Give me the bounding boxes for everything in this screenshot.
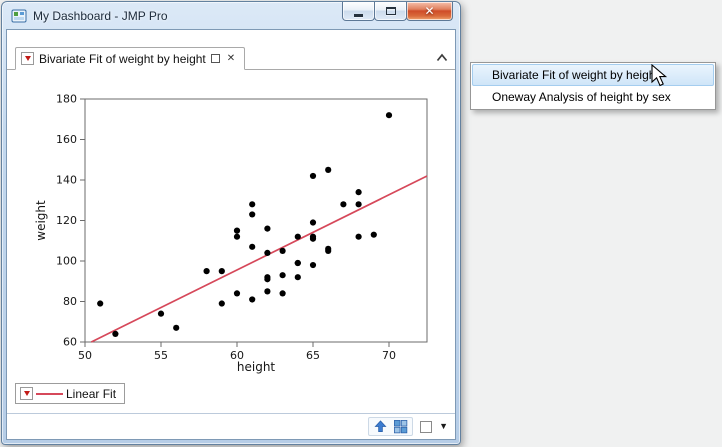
svg-text:weight: weight xyxy=(34,200,48,241)
svg-text:160: 160 xyxy=(56,133,77,146)
status-tool-group xyxy=(368,417,414,436)
svg-text:120: 120 xyxy=(56,214,77,227)
close-button[interactable]: ✕ xyxy=(406,2,453,21)
status-bar: ▼ xyxy=(7,413,455,439)
close-icon: ✕ xyxy=(424,4,435,18)
svg-text:60: 60 xyxy=(230,349,244,362)
legend-label: Linear Fit xyxy=(66,386,117,401)
svg-text:180: 180 xyxy=(56,93,77,106)
minimize-icon xyxy=(354,13,363,17)
svg-text:55: 55 xyxy=(154,349,168,362)
tab-label: Bivariate Fit of weight by height xyxy=(39,51,206,66)
tab-bivariate-fit[interactable]: Bivariate Fit of weight by height ✕ xyxy=(15,47,246,70)
client-area: Bivariate Fit of weight by height ✕ 50 55… xyxy=(6,29,456,440)
scatter-plot: 50 55 60 65 70 60 80 100 120 140 160 180 height weigh… xyxy=(34,93,428,374)
linear-fit-legend: Linear Fit xyxy=(15,383,126,404)
red-triangle-menu-icon[interactable] xyxy=(21,52,34,65)
maximize-icon xyxy=(385,7,396,15)
chevron-up-icon xyxy=(436,53,448,62)
jmp-window: My Dashboard - JMP Pro ✕ Bivariate Fit o… xyxy=(1,1,461,445)
svg-text:80: 80 xyxy=(63,295,77,308)
svg-text:60: 60 xyxy=(63,336,77,349)
maximize-button[interactable] xyxy=(374,2,407,21)
dashboard-grid-icon[interactable] xyxy=(393,419,408,434)
report-selection-menu: Bivariate Fit of weight by height Oneway… xyxy=(470,62,716,110)
svg-text:100: 100 xyxy=(56,255,77,268)
minimize-button[interactable] xyxy=(342,2,375,21)
menu-item-bivariate-fit[interactable]: Bivariate Fit of weight by height xyxy=(472,64,714,86)
svg-text:height: height xyxy=(237,360,276,374)
tab-close-icon[interactable]: ✕ xyxy=(226,52,236,64)
svg-text:140: 140 xyxy=(56,174,77,187)
titlebar[interactable]: My Dashboard - JMP Pro ✕ xyxy=(2,2,460,29)
app-icon xyxy=(11,9,27,22)
dropdown-caret-icon[interactable]: ▼ xyxy=(439,421,448,431)
svg-text:65: 65 xyxy=(306,349,320,362)
menu-item-oneway-analysis[interactable]: Oneway Analysis of height by sex xyxy=(492,90,671,104)
svg-text:50: 50 xyxy=(78,349,92,362)
legend-red-triangle-icon[interactable] xyxy=(20,387,33,400)
svg-text:70: 70 xyxy=(382,349,396,362)
window-controls: ✕ xyxy=(342,2,453,21)
status-checkbox[interactable] xyxy=(420,420,433,433)
up-arrow-icon[interactable] xyxy=(373,419,388,434)
mouse-cursor xyxy=(651,64,668,87)
detach-window-icon[interactable] xyxy=(210,54,220,63)
collapse-chevron-button[interactable] xyxy=(434,50,450,65)
window-title: My Dashboard - JMP Pro xyxy=(33,8,168,23)
fit-line-swatch xyxy=(36,392,63,395)
